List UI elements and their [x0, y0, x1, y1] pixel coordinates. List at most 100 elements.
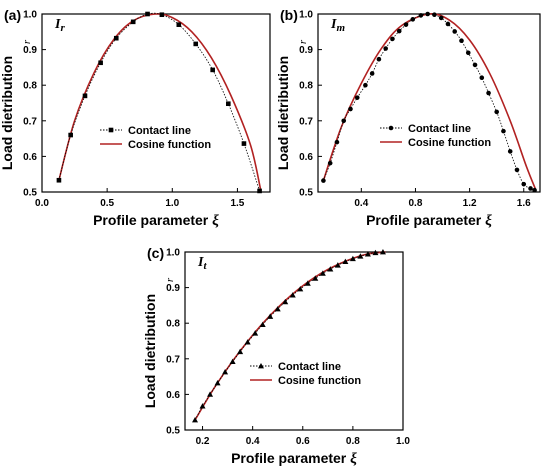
x-tick-label: 0.6 [296, 436, 310, 447]
data-point-contact [244, 339, 251, 345]
legend-label-contact: Contact line [278, 361, 341, 373]
data-point-contact [82, 93, 88, 99]
data-point-contact [252, 330, 259, 336]
panel-tag-sub: m [336, 22, 345, 34]
x-axis-label: Profile parameter ξ [231, 450, 357, 467]
data-point-contact [376, 56, 382, 62]
y-tick-label: 0.5 [166, 426, 180, 437]
data-point-contact [98, 60, 103, 66]
x-tick-label: 0.5 [100, 198, 114, 209]
data-point-contact [130, 19, 136, 25]
y-axis-symbol: r [21, 39, 33, 44]
panel-tag-main: I [54, 17, 61, 32]
data-point-contact [56, 177, 62, 183]
panel-tag-sub: r [60, 22, 65, 34]
y-tick-label: 1.0 [299, 10, 313, 21]
data-point-contact [327, 160, 333, 166]
data-point-contact [176, 22, 182, 27]
data-point-contact [145, 11, 150, 17]
legend-label-cosine: Cosine function [278, 375, 361, 387]
data-point-contact [514, 167, 520, 173]
y-axis-symbol: r [164, 277, 176, 282]
data-point-contact [282, 298, 289, 305]
data-point-contact [113, 35, 119, 41]
data-point-contact [257, 188, 262, 194]
data-point-contact [501, 128, 506, 134]
data-point-contact [357, 253, 364, 259]
data-point-contact [486, 90, 491, 96]
legend-marker-contact [388, 125, 394, 131]
data-point-contact [237, 348, 244, 355]
x-tick-label: 1.0 [396, 436, 410, 447]
x-axis-label-text: Profile parameter [366, 212, 485, 228]
data-point-contact [372, 249, 379, 256]
y-tick-label: 0.6 [23, 152, 37, 163]
y-axis-label: Load dietribution [0, 56, 15, 170]
panel-letter: (a) [4, 7, 21, 23]
data-point-contact [207, 391, 214, 397]
data-point-contact [321, 178, 326, 183]
y-tick-label: 0.8 [166, 319, 180, 330]
y-tick-label: 0.7 [166, 354, 180, 365]
x-tick-label: 0.4 [246, 436, 260, 447]
legend-label-contact: Contact line [128, 125, 191, 137]
data-point-contact [418, 13, 424, 18]
data-point-contact [342, 258, 349, 265]
x-tick-label: 0.4 [354, 198, 368, 209]
x-axis-symbol: ξ [350, 451, 357, 467]
y-tick-label: 0.6 [166, 390, 180, 401]
plot-frame [41, 13, 271, 193]
data-point-contact [193, 41, 199, 47]
x-tick-label: 0.8 [409, 198, 423, 209]
data-point-contact [267, 313, 274, 319]
x-tick-label: 1.5 [230, 198, 244, 209]
data-point-contact [521, 181, 527, 187]
data-point-contact [396, 28, 402, 34]
data-point-contact [410, 17, 416, 22]
x-tick-label: 1.2 [463, 198, 477, 209]
data-point-contact [222, 368, 229, 375]
data-point-contact [229, 358, 236, 365]
x-tick-label: 0.0 [35, 198, 49, 209]
data-point-contact [226, 101, 231, 107]
series-line-contact [194, 251, 384, 421]
panel-tag-sub: t [203, 260, 207, 272]
data-point-contact [438, 15, 444, 21]
panel-letter: (c) [147, 245, 164, 261]
panel-tag: It [197, 255, 207, 272]
y-tick-label: 0.5 [299, 188, 313, 199]
data-point-contact [507, 149, 513, 154]
data-point-contact [354, 95, 360, 100]
y-tick-label: 0.9 [166, 283, 180, 294]
chart-panel-2: 0.4 0.8 1.2 1.6 0.5 0.6 0.7 0.8 0.9 1.0 Profile pa… [275, 7, 541, 229]
y-tick-label: 0.7 [23, 116, 37, 127]
data-point-contact [334, 262, 341, 268]
y-tick-label: 1.0 [166, 248, 180, 259]
data-point-contact [304, 280, 311, 286]
data-point-contact [199, 403, 206, 409]
data-point-contact [494, 109, 499, 115]
y-axis-symbol: r [297, 39, 309, 44]
chart-panel-3: 0.2 0.4 0.6 0.8 1.0 0.5 0.6 0.7 0.8 0.9 1.0 Profile… [142, 245, 410, 467]
series-line-cosine [194, 251, 386, 421]
series-line-cosine [322, 13, 537, 191]
data-point-contact [383, 46, 388, 51]
data-point-contact [214, 380, 221, 386]
y-axis-label: Load dietribution [275, 56, 291, 170]
data-point-contact [472, 62, 478, 68]
data-point-contact [445, 21, 451, 27]
data-point-contact [349, 255, 356, 262]
panel-letter: (b) [280, 7, 298, 23]
y-tick-label: 1.0 [23, 10, 37, 21]
y-tick-label: 0.8 [23, 81, 37, 92]
data-point-contact [432, 12, 437, 18]
panel-tag-main: I [330, 17, 337, 32]
y-tick-label: 0.5 [23, 188, 37, 199]
y-tick-label: 0.9 [299, 45, 313, 56]
legend-label-cosine: Cosine function [408, 137, 491, 149]
plot-frame [184, 251, 404, 431]
y-tick-label: 0.7 [299, 116, 313, 127]
data-point-contact [465, 50, 471, 56]
y-tick-label: 0.8 [299, 81, 313, 92]
x-tick-label: 1.0 [165, 198, 179, 209]
